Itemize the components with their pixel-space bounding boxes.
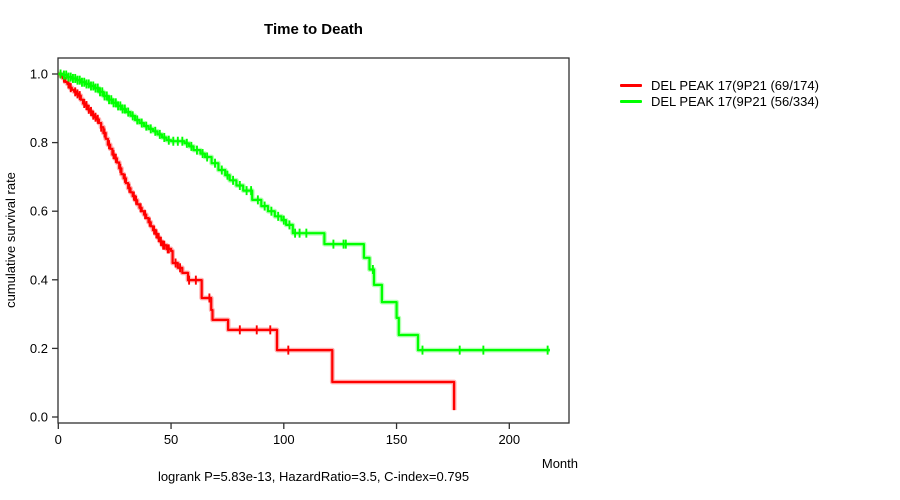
svg-text:0.8: 0.8 xyxy=(30,135,48,150)
svg-text:150: 150 xyxy=(386,432,408,447)
svg-text:0.6: 0.6 xyxy=(30,204,48,219)
legend-line-swatch-green xyxy=(620,100,642,103)
legend-label-group2: DEL PEAK 17(9P21 (56/334) xyxy=(651,94,819,109)
x-axis-title: Month xyxy=(541,456,578,471)
svg-text:200: 200 xyxy=(498,432,520,447)
svg-text:0: 0 xyxy=(55,432,62,447)
legend-item-group2: DEL PEAK 17(9P21 (56/334) xyxy=(620,94,819,109)
svg-text:0.4: 0.4 xyxy=(30,272,48,287)
legend-line-swatch-red xyxy=(620,84,642,87)
y-axis-title: cumulative survival rate xyxy=(3,172,18,308)
legend-item-group1: DEL PEAK 17(9P21 (69/174) xyxy=(620,78,819,93)
stats-footer: logrank P=5.83e-13, HazardRatio=3.5, C-i… xyxy=(157,469,470,484)
svg-text:0.0: 0.0 xyxy=(30,410,48,425)
svg-text:100: 100 xyxy=(273,432,295,447)
chart-title: Time to Death xyxy=(264,21,363,38)
legend-label-group1: DEL PEAK 17(9P21 (69/174) xyxy=(651,78,819,93)
svg-text:50: 50 xyxy=(164,432,178,447)
svg-text:0.2: 0.2 xyxy=(30,341,48,356)
legend: DEL PEAK 17(9P21 (69/174) DEL PEAK 17(9P… xyxy=(620,78,819,109)
svg-text:1.0: 1.0 xyxy=(30,67,48,82)
